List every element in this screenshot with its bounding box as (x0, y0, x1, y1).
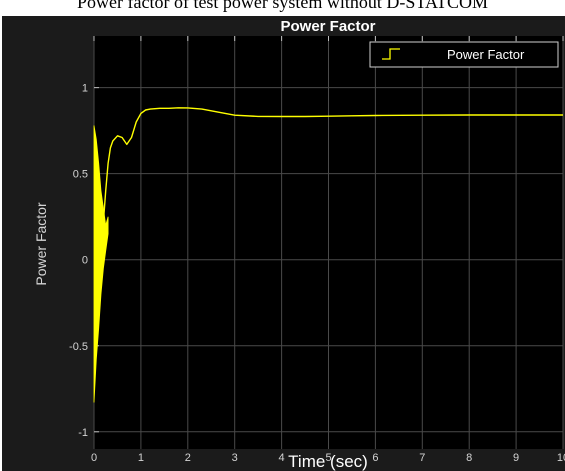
series-layer (93, 107, 563, 403)
grid-vertical (93, 36, 564, 449)
x-tick-label: 0 (91, 452, 97, 464)
legend-box (369, 41, 559, 68)
x-tick-label: 2 (185, 452, 191, 464)
x-tick-label: 7 (419, 452, 425, 464)
power-factor-chart: 0 1 2 3 4 5 6 7 8 9 10 -1 -0.5 0 0.5 1 Power Factor Ti… (33, 18, 565, 471)
y-tick-label: 0.5 (73, 169, 88, 181)
transient-band (93, 125, 109, 403)
x-tick-label: 1 (138, 452, 144, 464)
figure-caption: Power factor of test power system withou… (76, 0, 488, 12)
x-tick-label: 8 (466, 452, 472, 464)
chart-title: Power Factor (280, 18, 375, 35)
y-axis-label: Power Factor (33, 202, 49, 286)
x-tick-label: 4 (279, 452, 285, 464)
y-tick-label: -1 (78, 427, 88, 439)
legend: Power Factor (369, 41, 559, 68)
x-axis-label: Time (sec) (288, 452, 368, 471)
y-tick-label: -0.5 (69, 341, 88, 353)
x-tick-label: 3 (232, 452, 238, 464)
x-tick-label: 6 (372, 452, 378, 464)
x-tick-label: 10 (557, 452, 565, 464)
scope-window: 0 1 2 3 4 5 6 7 8 9 10 -1 -0.5 0 0.5 1 Power Factor Ti… (2, 16, 565, 471)
grid-horizontal (94, 87, 563, 433)
series-line-power-factor (95, 107, 563, 237)
x-tick-label: 9 (513, 452, 519, 464)
x-tick-label: 5 (325, 452, 331, 464)
y-tick-labels: -1 -0.5 0 0.5 1 (69, 83, 88, 439)
legend-swatch-icon (382, 48, 400, 60)
x-tick-labels: 0 1 2 3 4 5 6 7 8 9 10 (91, 452, 565, 464)
y-tick-label: 1 (82, 83, 88, 95)
y-tick-label: 0 (82, 255, 88, 267)
legend-entry: Power Factor (447, 47, 525, 62)
